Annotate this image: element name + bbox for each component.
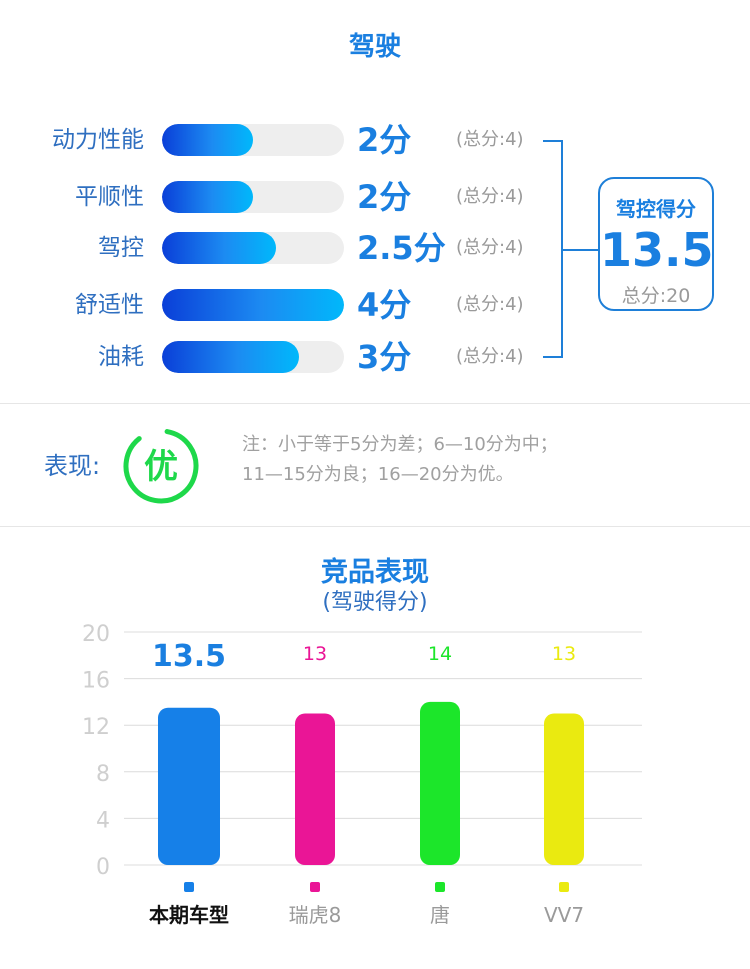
category-label: VV7 [544, 903, 584, 927]
metric-total: (总分:4) [456, 129, 524, 150]
bar [295, 713, 335, 865]
metric-bar-track [162, 289, 344, 321]
legend-swatch [559, 882, 569, 892]
chart-subtitle: (驾驶得分) [322, 590, 428, 615]
performance-label: 表现: [44, 452, 101, 480]
score-box: 驾控得分 13.5 总分:20 [598, 177, 714, 311]
grading-note-line2: 11—15分为良；16—20分为优。 [242, 464, 514, 485]
metric-row: 舒适性 4分 (总分:4) [0, 285, 750, 325]
section-title: 驾驶 [348, 32, 401, 62]
metric-total: (总分:4) [456, 237, 524, 258]
score-box-title: 驾控得分 [616, 197, 696, 221]
metric-bar-fill [162, 232, 276, 264]
metric-score: 4分 [357, 286, 412, 324]
bar [420, 701, 460, 865]
bar [158, 707, 220, 865]
grade-ring: 优 [123, 428, 199, 504]
divider [0, 526, 750, 527]
metric-bar-fill [162, 289, 344, 321]
metric-label: 平顺性 [75, 184, 144, 210]
y-tick-label: 8 [96, 762, 110, 787]
metric-bar-fill [162, 124, 253, 156]
metric-score: 2.5分 [357, 229, 446, 267]
metric-label: 舒适性 [75, 292, 144, 318]
grade-text: 优 [144, 447, 178, 487]
bar-value-label: 13.5 [152, 639, 226, 674]
legend-swatch [310, 882, 320, 892]
metric-bar-fill [162, 181, 253, 213]
metric-row: 动力性能 2分 (总分:4) [0, 120, 750, 160]
grading-note-line1: 注：小于等于5分为差；6—10分为中； [242, 434, 558, 455]
metric-label: 动力性能 [52, 127, 144, 153]
legend-swatch [435, 882, 445, 892]
score-box-total: 总分:20 [621, 285, 691, 307]
metric-score: 2分 [357, 178, 412, 216]
y-tick-label: 16 [82, 669, 110, 694]
score-box-value: 13.5 [600, 223, 714, 277]
metric-total: (总分:4) [456, 346, 524, 367]
metric-row: 平顺性 2分 (总分:4) [0, 177, 750, 217]
metric-row: 驾控 2.5分 (总分:4) [0, 228, 750, 268]
y-tick-label: 20 [82, 622, 110, 647]
bar-value-label: 13 [303, 643, 327, 665]
category-label: 瑞虎8 [289, 903, 342, 927]
metric-bar-track [162, 181, 344, 213]
bar-value-label: 14 [428, 643, 452, 665]
metric-label: 驾控 [98, 235, 144, 261]
metric-bar-track [162, 124, 344, 156]
metric-bar-fill [162, 341, 299, 373]
metric-label: 油耗 [98, 344, 144, 370]
metric-total: (总分:4) [456, 294, 524, 315]
category-label: 唐 [430, 903, 450, 927]
divider [0, 403, 750, 404]
metric-bar-track [162, 232, 344, 264]
bar [544, 713, 584, 865]
bar-value-label: 13 [552, 643, 576, 665]
score-bracket [543, 140, 598, 358]
legend-swatch [184, 882, 194, 892]
metric-total: (总分:4) [456, 186, 524, 207]
metric-row: 油耗 3分 (总分:4) [0, 337, 750, 377]
metric-score: 3分 [357, 338, 412, 376]
metric-bar-track [162, 341, 344, 373]
chart-title: 竞品表现 [321, 557, 429, 588]
category-label: 本期车型 [149, 903, 229, 927]
grading-note: 注：小于等于5分为差；6—10分为中； 11—15分为良；16—20分为优。 [242, 430, 558, 490]
y-tick-label: 4 [96, 808, 110, 833]
y-tick-label: 0 [96, 855, 110, 880]
y-tick-label: 12 [82, 715, 110, 740]
metric-score: 2分 [357, 121, 412, 159]
